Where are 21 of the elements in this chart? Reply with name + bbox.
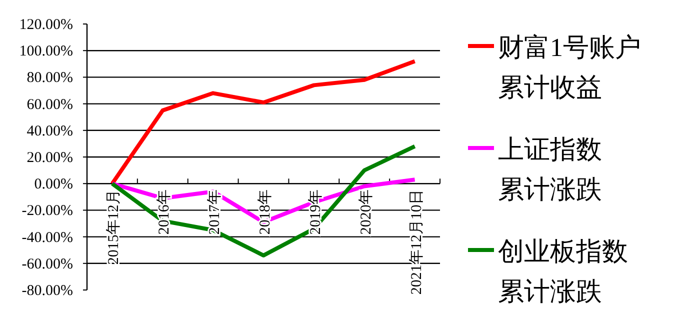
x-tick-label: 2016年 [156,190,173,235]
legend-label: 创业板指数累计涨跌 [498,237,628,306]
x-tick-label: 2019年 [306,190,324,235]
y-tick-label: 0.00% [34,176,73,193]
y-tick-label: 60.00% [26,96,73,113]
y-tick-label: 120.00% [19,17,73,33]
x-tick-label: 2018年 [256,190,274,235]
y-tick-label: 20.00% [26,150,73,166]
y-tick-label: -20.00% [22,203,73,220]
y-tick-label: -60.00% [22,256,73,272]
x-tick-label: 2020年 [357,190,374,235]
line-series [110,59,417,186]
x-tick-label: 2015年12月 [105,190,122,265]
y-tick-label: 80.00% [26,70,73,86]
x-tick-label: 2017年 [206,190,224,235]
legend-label: 上证指数累计涨跌 [498,135,602,204]
y-tick-label: 100.00% [19,44,73,60]
y-tick-label: -80.00% [22,283,73,299]
legend-label: 财富1号账户累计收益 [498,33,641,102]
y-tick-label: -40.00% [22,230,73,246]
y-tick-label: 40.00% [26,123,73,140]
